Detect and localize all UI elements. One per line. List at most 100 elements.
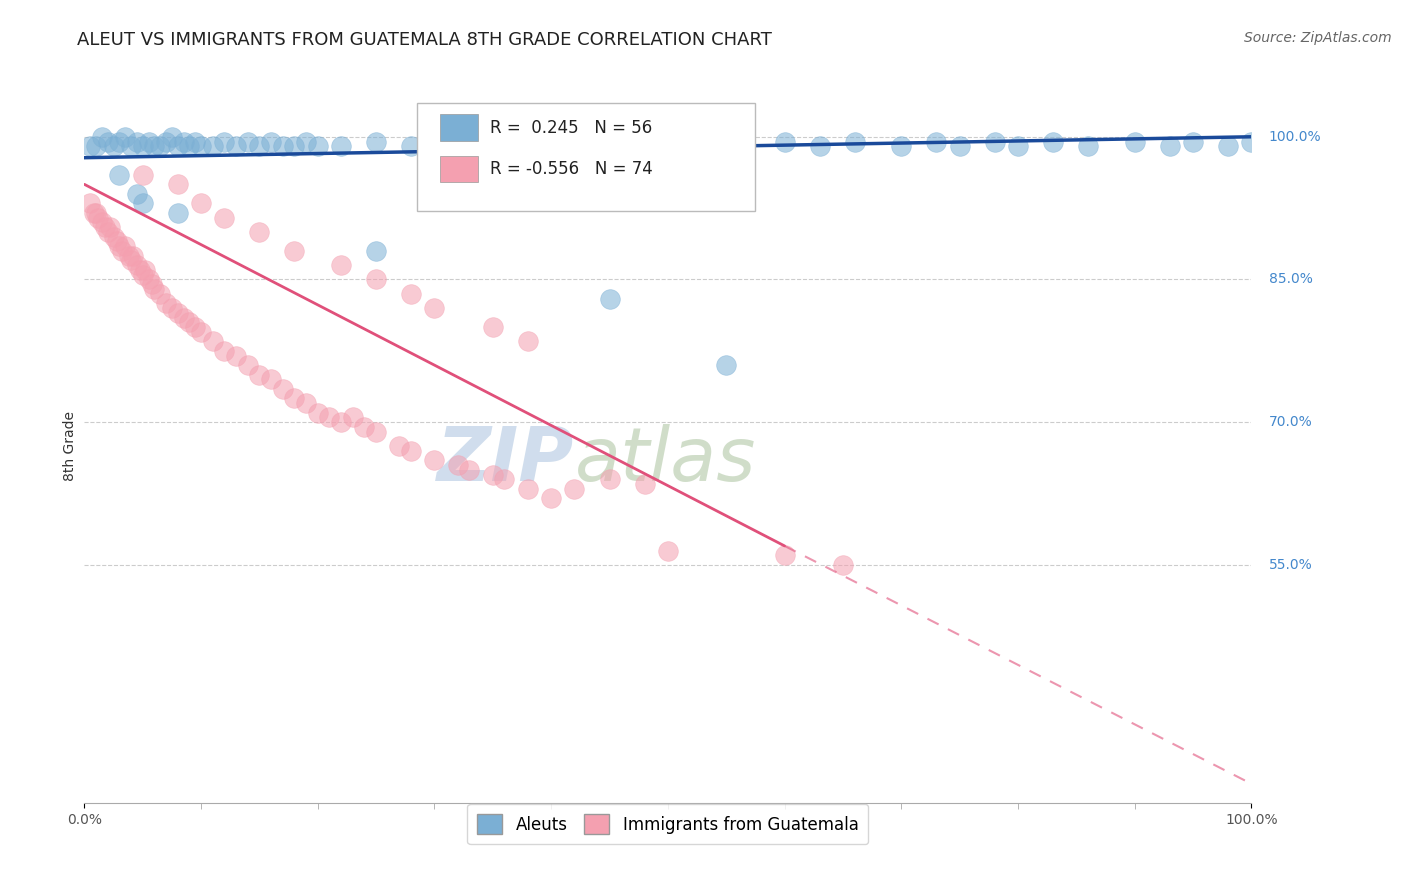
Point [307,139,329,153]
Point [283,139,305,153]
Point [225,349,247,363]
Point [201,334,224,349]
Point [249,368,271,382]
Point [423,301,446,315]
Point [949,139,972,153]
Point [540,491,562,506]
Text: ALEUT VS IMMIGRANTS FROM GUATEMALA 8TH GRADE CORRELATION CHART: ALEUT VS IMMIGRANTS FROM GUATEMALA 8TH G… [77,31,772,49]
Point [330,415,353,429]
Point [90,129,112,144]
Point [173,310,195,325]
Point [399,443,422,458]
Point [330,139,353,153]
Point [160,129,183,144]
Point [118,249,141,263]
Point [190,139,212,153]
Point [516,334,538,349]
Point [132,168,155,182]
Legend: Aleuts, Immigrants from Guatemala: Aleuts, Immigrants from Guatemala [467,804,869,845]
Point [184,320,207,334]
Point [79,139,101,153]
Point [225,139,247,153]
Point [98,220,121,235]
Point [108,239,131,253]
Point [890,139,912,153]
Point [236,135,259,149]
Point [149,286,172,301]
Point [83,206,105,220]
Point [271,139,294,153]
Point [366,135,388,149]
Point [633,477,655,491]
Point [141,277,163,292]
Point [214,211,236,225]
Point [105,235,128,249]
Point [447,458,470,472]
Point [1159,139,1181,153]
Point [260,372,283,386]
Point [84,139,107,153]
Point [190,196,212,211]
Point [307,406,329,420]
Point [716,358,738,372]
Point [166,178,188,192]
Text: 55.0%: 55.0% [1268,558,1313,572]
Point [97,135,120,149]
Point [599,292,621,306]
Point [482,320,505,334]
Point [249,139,271,153]
Point [1240,135,1263,149]
Point [201,139,224,153]
Point [132,268,155,282]
Point [94,220,117,235]
Point [108,135,131,149]
Point [249,225,271,239]
Point [925,135,948,149]
Point [114,129,136,144]
Point [1216,139,1239,153]
Point [657,135,679,149]
Point [773,135,796,149]
Point [179,315,201,329]
Point [103,229,125,244]
Point [564,482,586,496]
FancyBboxPatch shape [440,114,478,141]
Point [353,420,375,434]
Point [84,206,107,220]
Point [97,225,120,239]
Point [423,135,446,149]
Point [132,139,155,153]
Text: R = -0.556   N = 74: R = -0.556 N = 74 [491,161,654,178]
Point [120,253,142,268]
Point [87,211,110,225]
Text: R =  0.245   N = 56: R = 0.245 N = 56 [491,119,652,136]
Text: Source: ZipAtlas.com: Source: ZipAtlas.com [1244,31,1392,45]
Point [657,543,679,558]
Point [166,139,188,153]
Text: ZIP: ZIP [437,424,575,497]
Point [366,244,388,258]
Point [271,382,294,396]
Point [1007,139,1029,153]
FancyBboxPatch shape [440,155,478,182]
Point [494,472,516,486]
Point [283,244,305,258]
Point [125,258,148,272]
Point [138,272,160,286]
Point [236,358,259,372]
Point [482,467,505,482]
Point [173,135,195,149]
Point [399,139,422,153]
Point [166,306,188,320]
Point [111,244,134,258]
Point [190,325,212,339]
Point [599,472,621,486]
Point [366,425,388,439]
Point [134,263,156,277]
Point [1077,139,1099,153]
Point [458,463,481,477]
Point [108,168,131,182]
Point [1042,135,1064,149]
Point [283,392,305,406]
Text: 100.0%: 100.0% [1268,129,1322,144]
